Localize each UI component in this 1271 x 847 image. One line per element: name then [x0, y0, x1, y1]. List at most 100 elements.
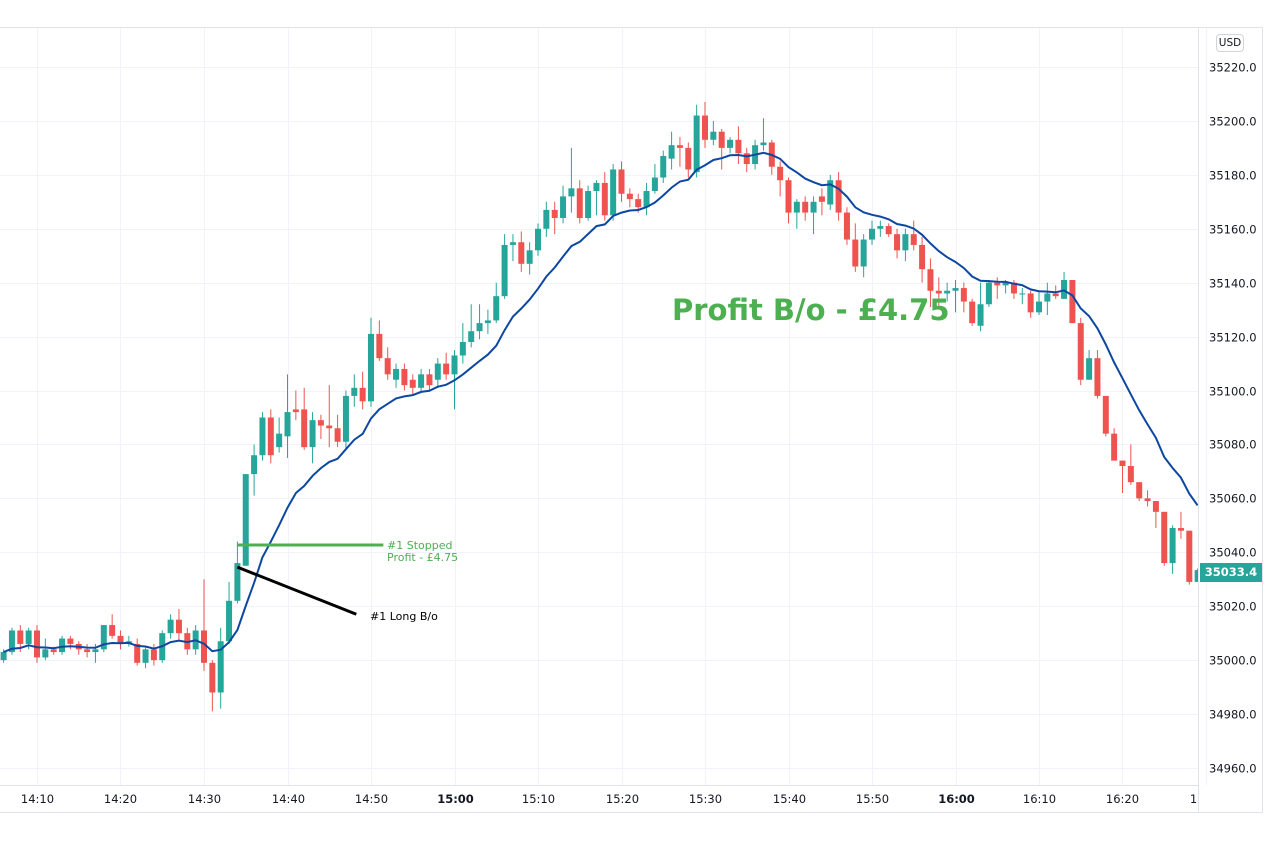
x-tick-label: 16:20 — [1106, 792, 1139, 806]
candle-up — [342, 390, 349, 450]
candle-body — [393, 368, 400, 380]
y-tick-label: 35060.0 — [1209, 492, 1257, 506]
candle-down — [852, 223, 859, 272]
candle-down — [150, 643, 157, 666]
y-tick-label: 35120.0 — [1209, 331, 1257, 345]
candle-down — [1127, 444, 1134, 485]
candle-down — [910, 220, 917, 251]
candle-up — [810, 196, 817, 235]
candle-body — [560, 196, 567, 218]
candle-body — [267, 417, 274, 456]
candle-body — [735, 139, 742, 154]
candle-down — [1186, 530, 1193, 585]
candle-up — [434, 358, 441, 388]
candle-down — [969, 298, 976, 326]
candle-down — [401, 363, 408, 391]
candle-body — [451, 355, 458, 375]
y-tick-label: 35180.0 — [1209, 169, 1257, 183]
candle-up — [284, 374, 291, 458]
candle-body — [1086, 358, 1093, 380]
currency-badge[interactable]: USD — [1216, 34, 1244, 52]
y-tick-label: 35020.0 — [1209, 600, 1257, 614]
candle-body — [693, 115, 700, 173]
x-tick-label: 15:40 — [773, 792, 806, 806]
candle-body — [551, 209, 558, 218]
candle-body — [793, 201, 800, 213]
grid — [0, 28, 1207, 785]
candle-down — [676, 137, 683, 167]
candle-down — [1111, 428, 1118, 461]
candle-body — [618, 169, 625, 194]
candle-down — [175, 608, 182, 642]
long-entry-line — [236, 565, 357, 616]
candle-down — [209, 660, 216, 712]
candle-down — [426, 368, 433, 391]
time-axis[interactable]: 14:10 14:20 14:30 14:40 14:50 15:00 15:10 15:20… — [21, 792, 1223, 806]
candle-body — [284, 412, 291, 437]
candle-body — [852, 239, 859, 267]
stopped-annotation: #1 Stopped Profit - £4.75 — [387, 540, 458, 564]
x-tick-label: 14:50 — [355, 792, 388, 806]
candle-body — [702, 115, 708, 140]
candle-up — [1019, 288, 1026, 305]
candle-up — [217, 627, 224, 709]
candle-body — [109, 625, 116, 636]
x-tick-label: 15:50 — [856, 792, 889, 806]
candle-up — [660, 150, 667, 183]
candle-up — [234, 541, 241, 604]
candle-body — [885, 226, 892, 235]
candle-body — [835, 180, 842, 213]
candle-down — [317, 414, 324, 440]
candle-body — [167, 619, 174, 634]
candle-up — [1169, 525, 1176, 574]
candle-body — [1036, 301, 1042, 313]
candle-up — [568, 147, 575, 213]
candle-up — [42, 638, 49, 661]
candle-body — [34, 630, 40, 658]
candle-down — [409, 374, 416, 396]
candle-up — [710, 120, 717, 146]
candle-body — [927, 269, 934, 291]
candle-up — [468, 304, 475, 348]
candle-body — [1194, 570, 1198, 582]
candle-body — [568, 188, 575, 197]
candle-body — [134, 643, 141, 663]
candle-up — [8, 627, 15, 655]
last-price-label: 35033.4 — [1200, 563, 1262, 582]
candle-up — [610, 164, 617, 221]
candle-body — [626, 193, 633, 200]
x-tick-label: 14:10 — [21, 792, 54, 806]
candle-up — [393, 363, 400, 388]
candle-down — [1027, 290, 1034, 318]
candle-body — [1019, 293, 1026, 295]
candle-down — [994, 277, 1001, 299]
candle-body — [660, 155, 667, 178]
candle-body — [1161, 511, 1168, 564]
candle-up — [1036, 290, 1042, 316]
x-tick-label: 15:30 — [689, 792, 722, 806]
candle-body — [651, 177, 658, 192]
candle-body — [969, 301, 976, 324]
candle-body — [434, 363, 441, 380]
candle-body — [8, 630, 15, 653]
candle-down — [685, 142, 692, 178]
candle-up — [860, 234, 867, 278]
candle-body — [1152, 501, 1159, 512]
y-tick-label: 35160.0 — [1209, 223, 1257, 237]
x-tick-label: 16:00 — [938, 792, 975, 806]
candle-down — [768, 139, 775, 175]
candle-up — [1086, 350, 1093, 380]
candle-up — [509, 234, 516, 262]
candle-body — [526, 250, 533, 264]
candle-body — [685, 147, 692, 170]
candle-up — [259, 412, 266, 461]
price-axis[interactable]: 35220.0 35200.0 35180.0 35160.0 35140.0 35120… — [1209, 61, 1257, 776]
candle-down — [359, 371, 366, 410]
candle-down — [1069, 279, 1076, 324]
candle-body — [960, 288, 967, 302]
candle-up — [476, 304, 483, 340]
candle-up — [952, 279, 959, 313]
profit-annotation: Profit B/o - £4.75 — [672, 293, 950, 327]
candle-body — [1119, 460, 1126, 467]
